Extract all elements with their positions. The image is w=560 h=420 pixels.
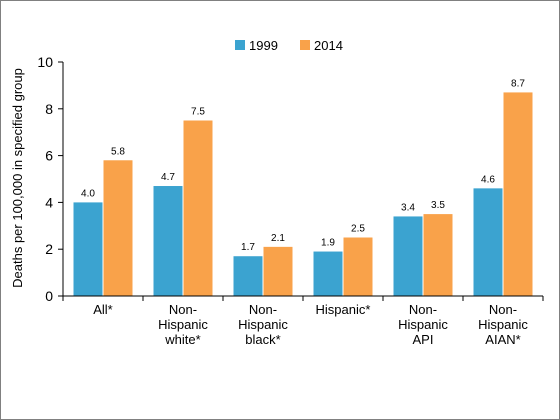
legend: 1999 2014 xyxy=(235,38,343,53)
bar-2014 xyxy=(423,214,453,296)
data-label: 8.7 xyxy=(511,78,525,89)
y-tick-label: 2 xyxy=(45,241,53,257)
y-tick-label: 8 xyxy=(45,101,53,117)
x-tick-label: Non-Hispanic white* xyxy=(158,302,208,347)
y-tick-label: 4 xyxy=(45,194,53,210)
legend-label: 2014 xyxy=(314,38,343,53)
bar-1999 xyxy=(473,188,503,296)
data-label: 1.7 xyxy=(241,242,255,253)
bar-2014 xyxy=(183,120,213,296)
legend-label: 1999 xyxy=(249,38,278,53)
y-axis-label: Deaths per 100,000 in specified group xyxy=(10,68,25,288)
bar-2014 xyxy=(503,92,533,296)
data-label: 1.9 xyxy=(321,238,335,249)
data-label: 7.5 xyxy=(191,107,205,118)
data-label: 2.5 xyxy=(351,224,365,235)
bars: 4.0 4.7 1.7 1.9 3.4 4.6 5.8 7.5 2.1 2.5 3.5 8.7 xyxy=(73,78,533,296)
legend-swatch xyxy=(235,40,245,50)
bar-1999 xyxy=(393,216,423,296)
data-label: 4.0 xyxy=(81,188,95,199)
bar-2014 xyxy=(343,237,373,296)
data-label: 2.1 xyxy=(271,233,285,244)
x-tick-label: Non-Hispanic API xyxy=(398,302,448,347)
x-tick-label: Hispanic* xyxy=(316,302,371,317)
y-tick-label: 0 xyxy=(45,288,53,304)
x-tick-label: Non-Hispanic AIAN* xyxy=(478,302,528,347)
x-axis: All* Non-Hispanic white* Non-Hispanic black*… xyxy=(62,295,544,347)
bar-1999 xyxy=(233,256,263,296)
y-axis: 0 2 4 6 8 10 xyxy=(37,54,64,304)
bar-1999 xyxy=(313,251,343,296)
legend-swatch xyxy=(300,40,310,50)
bar-1999 xyxy=(73,202,103,296)
data-label: 4.6 xyxy=(481,174,495,185)
x-tick-label: Non-Hispanic black* xyxy=(238,302,288,347)
y-tick-label: 6 xyxy=(45,148,53,164)
bar-2014 xyxy=(103,160,133,296)
bar-1999 xyxy=(153,186,183,296)
y-tick-label: 10 xyxy=(37,54,53,70)
x-tick-label: All* xyxy=(93,302,113,317)
data-label: 4.7 xyxy=(161,172,175,183)
data-label: 5.8 xyxy=(111,146,125,157)
data-label: 3.5 xyxy=(431,200,445,211)
data-label: 3.4 xyxy=(401,202,415,213)
bar-2014 xyxy=(263,246,293,296)
